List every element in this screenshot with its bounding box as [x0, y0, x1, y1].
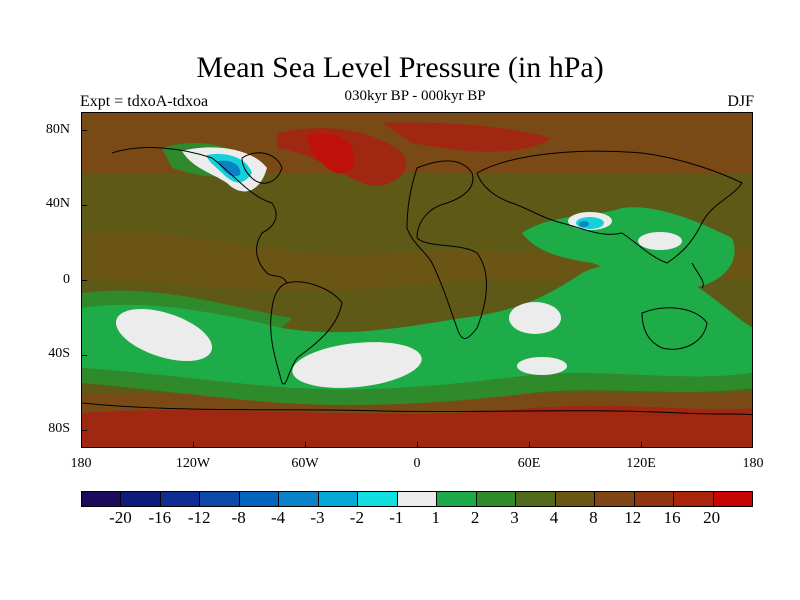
lon-tick — [193, 442, 194, 448]
lat-tick — [81, 205, 87, 206]
lon-label-0: 0 — [413, 456, 421, 471]
field-south-indian-white — [517, 357, 567, 375]
field-south-pacific-white — [115, 308, 213, 362]
lat-label-0: 0 — [63, 272, 70, 287]
lon-tick — [305, 442, 306, 448]
lat-label-80s: 80S — [48, 421, 70, 436]
field-southern-green-edge — [82, 290, 292, 328]
field-south-atlantic-white — [292, 342, 422, 388]
field-southern-green-outer — [82, 368, 752, 405]
lat-tick — [81, 130, 87, 131]
colorbar-tick-label: -12 — [187, 508, 211, 527]
colorbar-tick-label: -4 — [270, 508, 286, 527]
colorbar-swatch — [160, 492, 201, 506]
lat-tick — [81, 280, 87, 281]
lon-tick — [641, 442, 642, 448]
experiment-label: Expt = tdxoA-tdxoa — [80, 93, 209, 110]
lat-label-80n: 80N — [45, 122, 70, 137]
lat-label-40n: 40N — [45, 196, 70, 211]
pressure-field-map — [82, 113, 752, 447]
colorbar-tick-label: -8 — [231, 508, 246, 527]
field-iceland-red — [307, 133, 355, 174]
colorbar-swatch — [239, 492, 280, 506]
colorbar-tick-label: 8 — [589, 508, 598, 527]
colorbar-tick-label: -20 — [109, 508, 132, 527]
colorbar-swatch — [437, 492, 477, 506]
colorbar-swatch — [674, 492, 714, 506]
colorbar-swatch — [318, 492, 359, 506]
field-west-pacific-white — [638, 232, 682, 250]
lon-label-180w: 180 — [70, 456, 92, 471]
colorbar-tick-label: 16 — [663, 508, 681, 527]
colorbar-swatch — [555, 492, 596, 506]
colorbar-swatch — [82, 492, 122, 506]
lat-tick — [81, 430, 87, 431]
plot-title: Mean Sea Level Pressure (in hPa) — [196, 51, 604, 84]
colorbar-tick-label: 20 — [703, 508, 721, 527]
lon-label-180e: 180 — [742, 456, 764, 471]
field-southern-green — [82, 264, 752, 390]
colorbar-swatch — [121, 492, 161, 506]
colorbar-tick-label: 1 — [431, 508, 440, 527]
colorbar-swatch — [200, 492, 240, 506]
colorbar-tick-label: -16 — [148, 508, 172, 527]
colorbar-swatch — [634, 492, 675, 506]
lon-label-120e: 120E — [626, 456, 656, 471]
field-greenland-blue — [217, 160, 241, 177]
colorbar-swatch — [279, 492, 319, 506]
colorbar-tick-label: -2 — [349, 508, 364, 527]
field-tibet-blue — [579, 221, 589, 227]
colorbar-tick-label: 4 — [549, 508, 559, 527]
colorbar-tick-label: -1 — [389, 508, 404, 527]
lon-label-120w: 120W — [175, 456, 211, 471]
field-madagascar-white — [509, 302, 561, 334]
lat-tick — [81, 355, 87, 356]
colorbar-tick-label: 2 — [470, 508, 480, 527]
map-plot — [81, 112, 753, 448]
colorbar-swatch — [713, 492, 752, 506]
colorbar — [81, 491, 753, 507]
colorbar-tick-label: -3 — [310, 508, 325, 527]
colorbar-swatch — [476, 492, 517, 506]
colorbar-tick-label: 3 — [510, 508, 519, 527]
colorbar-swatch — [595, 492, 635, 506]
field-antarctic-red — [82, 405, 752, 447]
lon-label-60w: 60W — [291, 456, 319, 471]
lon-tick — [417, 442, 418, 448]
colorbar-swatch — [397, 492, 438, 506]
lat-label-40s: 40S — [48, 346, 70, 361]
season-label: DJF — [727, 93, 754, 110]
colorbar-swatch — [516, 492, 556, 506]
coastlines — [82, 147, 752, 416]
field-arctic-red — [382, 122, 552, 152]
plot-subtitle: 030kyr BP - 000kyr BP — [344, 88, 486, 104]
colorbar-swatch — [358, 492, 398, 506]
colorbar-tick-label: 12 — [624, 508, 642, 527]
lon-label-60e: 60E — [517, 456, 541, 471]
lon-tick — [529, 442, 530, 448]
